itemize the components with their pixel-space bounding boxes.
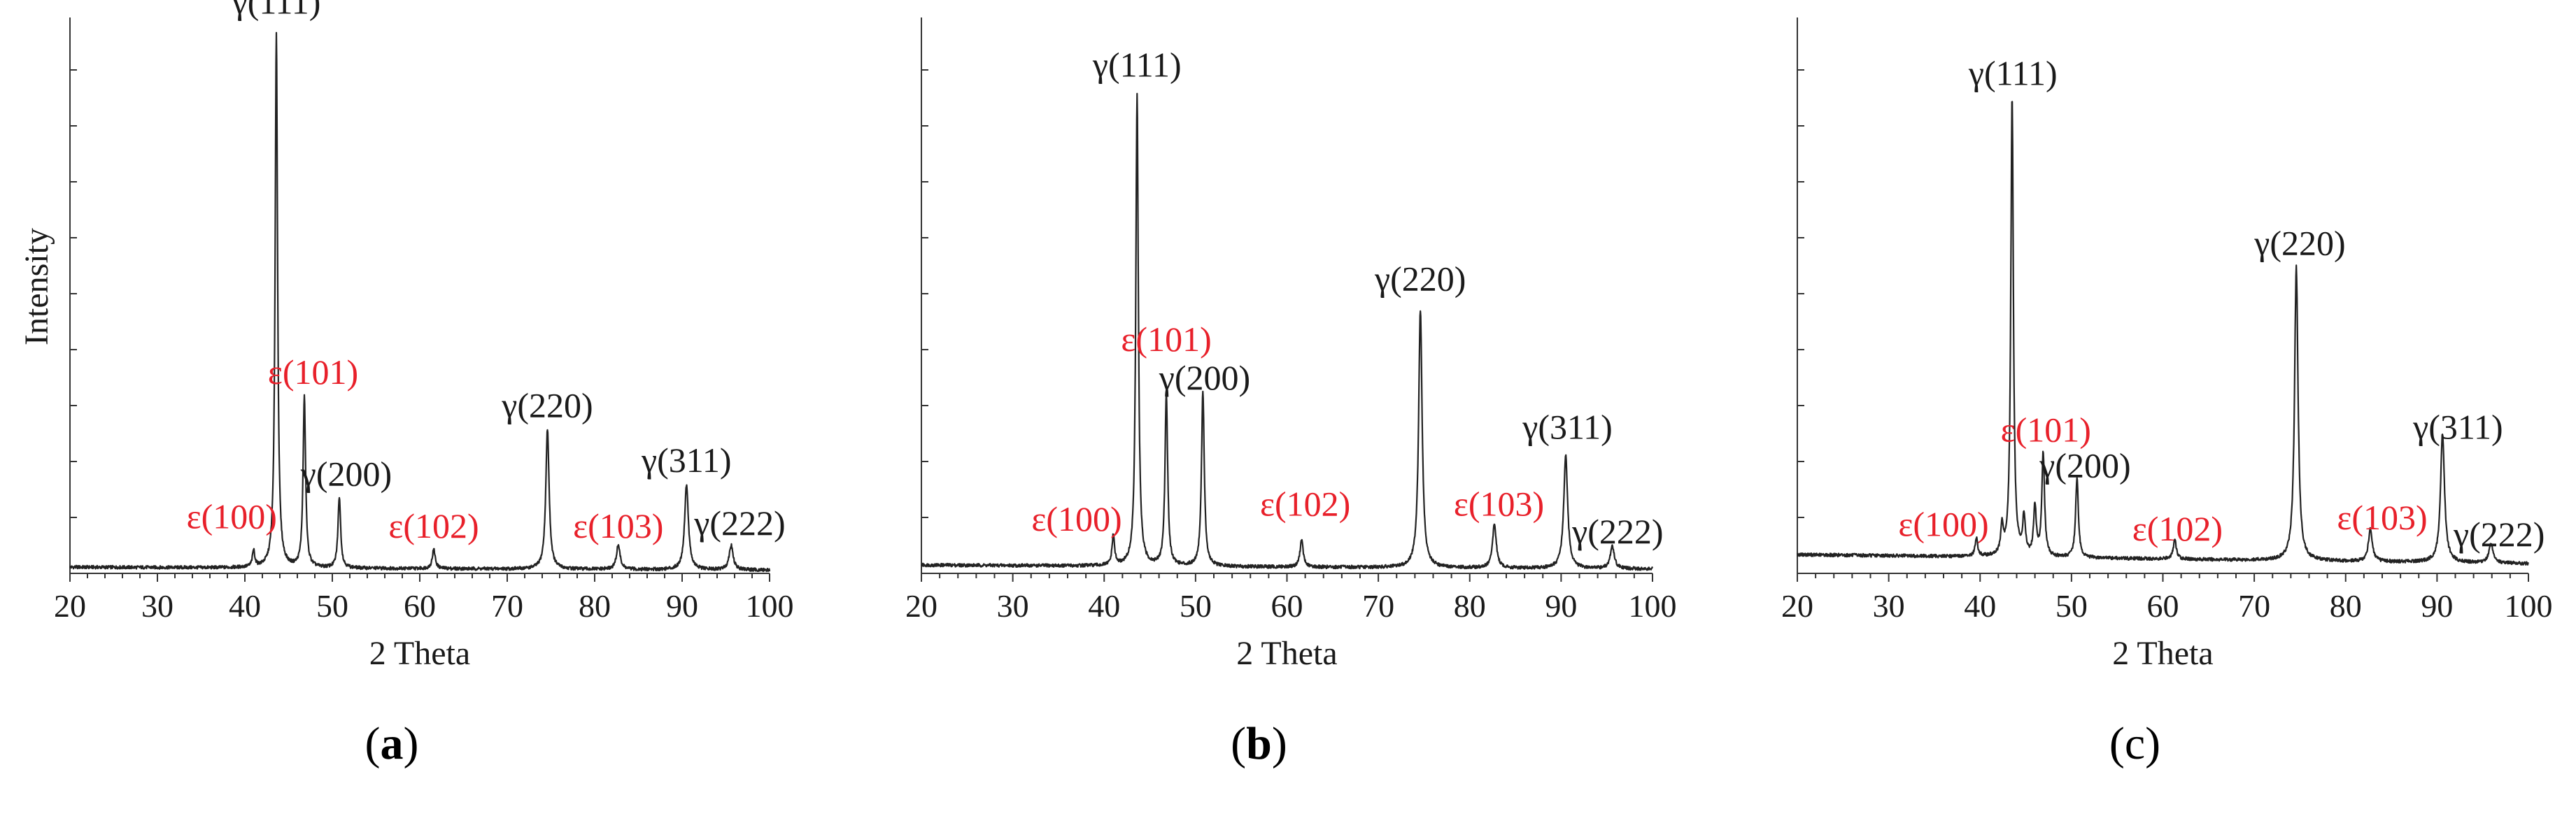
panel-label: (a) — [365, 718, 419, 769]
x-tick-label: 70 — [2238, 588, 2270, 624]
peak-label-gamma: γ(220) — [2253, 224, 2345, 263]
peak-label-gamma: γ(222) — [1571, 512, 1663, 551]
x-tick-label: 30 — [1873, 588, 1905, 624]
panel-label: (c) — [2109, 718, 2160, 769]
x-axis-title: 2 Theta — [2112, 635, 2213, 672]
peak-label-gamma: γ(111) — [1968, 53, 2058, 92]
xrd-panel-a: 20 30 40 50 60 70 80 90 100 2 Theta Intensity ε(100… — [0, 0, 858, 830]
peak-label-gamma: γ(222) — [693, 503, 785, 543]
xrd-pattern-line — [1796, 101, 2529, 566]
peak-label-gamma: γ(311) — [641, 441, 732, 480]
peak-label-epsilon: ε(102) — [1260, 485, 1350, 524]
x-tick-label: 40 — [229, 588, 261, 624]
peak-label-gamma: γ(111) — [232, 0, 321, 21]
x-tick-label: 100 — [746, 588, 794, 624]
peak-label-epsilon: ε(100) — [1898, 505, 1988, 544]
peak-label-gamma: γ(200) — [1159, 358, 1250, 397]
peak-label-epsilon: ε(100) — [187, 497, 277, 536]
x-tick-label: 50 — [2055, 588, 2088, 624]
x-tick-label: 30 — [997, 588, 1029, 624]
x-tick-label: 40 — [1964, 588, 1996, 624]
x-tick-label: 20 — [1781, 588, 1813, 624]
x-tick-label: 100 — [1629, 588, 1677, 624]
peak-label-epsilon: ε(102) — [388, 506, 479, 545]
xrd-panel-b: 20 30 40 50 60 70 80 90 100 2 Theta ε(100) γ(111) ε(… — [858, 0, 1717, 830]
xrd-chart-svg: 20 30 40 50 60 70 80 90 100 2 Theta Intensity ε(100… — [18, 0, 794, 769]
peak-label-gamma: γ(311) — [2412, 408, 2503, 447]
x-tick-label: 70 — [491, 588, 523, 624]
x-tick-label: 60 — [2147, 588, 2179, 624]
x-tick-label: 90 — [666, 588, 698, 624]
peak-label-epsilon: ε(103) — [2337, 498, 2427, 537]
x-tick-label: 90 — [2421, 588, 2453, 624]
x-tick-label: 70 — [1362, 588, 1394, 624]
peak-label-epsilon: ε(100) — [1031, 499, 1121, 538]
xrd-pattern-line — [69, 31, 771, 573]
x-axis-title: 2 Theta — [1236, 635, 1337, 672]
panel-letter: b — [1246, 718, 1272, 769]
x-tick-label: 80 — [2330, 588, 2362, 624]
peak-label-epsilon: ε(101) — [1121, 320, 1211, 359]
peak-label-epsilon: ε(103) — [1454, 485, 1544, 524]
peak-label-epsilon: ε(101) — [268, 352, 358, 392]
y-axis-title: Intensity — [18, 228, 55, 345]
peak-label-epsilon: ε(103) — [573, 506, 663, 545]
x-tick-label: 50 — [316, 588, 348, 624]
x-tick-label: 30 — [141, 588, 174, 624]
panel-label: (b) — [1231, 718, 1287, 769]
x-axis-title: 2 Theta — [369, 635, 470, 672]
x-tick-label: 80 — [579, 588, 611, 624]
peak-label-gamma: γ(200) — [2039, 446, 2130, 485]
x-tick-label: 60 — [404, 588, 436, 624]
x-tick-label: 80 — [1454, 588, 1486, 624]
panel-letter: c — [2125, 718, 2145, 769]
xrd-panel-c: 20 30 40 50 60 70 80 90 100 2 Theta ε(100) γ(111) ε(… — [1717, 0, 2575, 830]
peak-label-gamma: γ(200) — [300, 454, 392, 493]
x-tick-label: 100 — [2505, 588, 2553, 624]
panel-letter: a — [381, 718, 404, 769]
peak-label-gamma: γ(111) — [1092, 45, 1182, 85]
peak-label-gamma: γ(222) — [2453, 515, 2545, 554]
xrd-chart-svg: 20 30 40 50 60 70 80 90 100 2 Theta ε(100) γ(111) ε(… — [905, 17, 1677, 769]
x-tick-label: 20 — [54, 588, 86, 624]
x-tick-label: 40 — [1088, 588, 1120, 624]
xrd-chart-svg: 20 30 40 50 60 70 80 90 100 2 Theta ε(100) γ(111) ε(… — [1781, 17, 2553, 769]
peak-label-epsilon: ε(101) — [2001, 410, 2091, 450]
x-tick-label: 60 — [1271, 588, 1303, 624]
x-tick-label: 90 — [1545, 588, 1577, 624]
peak-label-gamma: γ(311) — [1522, 408, 1613, 447]
x-tick-label: 50 — [1180, 588, 1212, 624]
x-tick-label: 20 — [905, 588, 937, 624]
peak-label-epsilon: ε(102) — [2132, 509, 2223, 548]
peak-label-gamma: γ(220) — [501, 385, 593, 424]
xrd-pattern-line — [921, 92, 1654, 571]
peak-label-gamma: γ(220) — [1374, 259, 1466, 299]
